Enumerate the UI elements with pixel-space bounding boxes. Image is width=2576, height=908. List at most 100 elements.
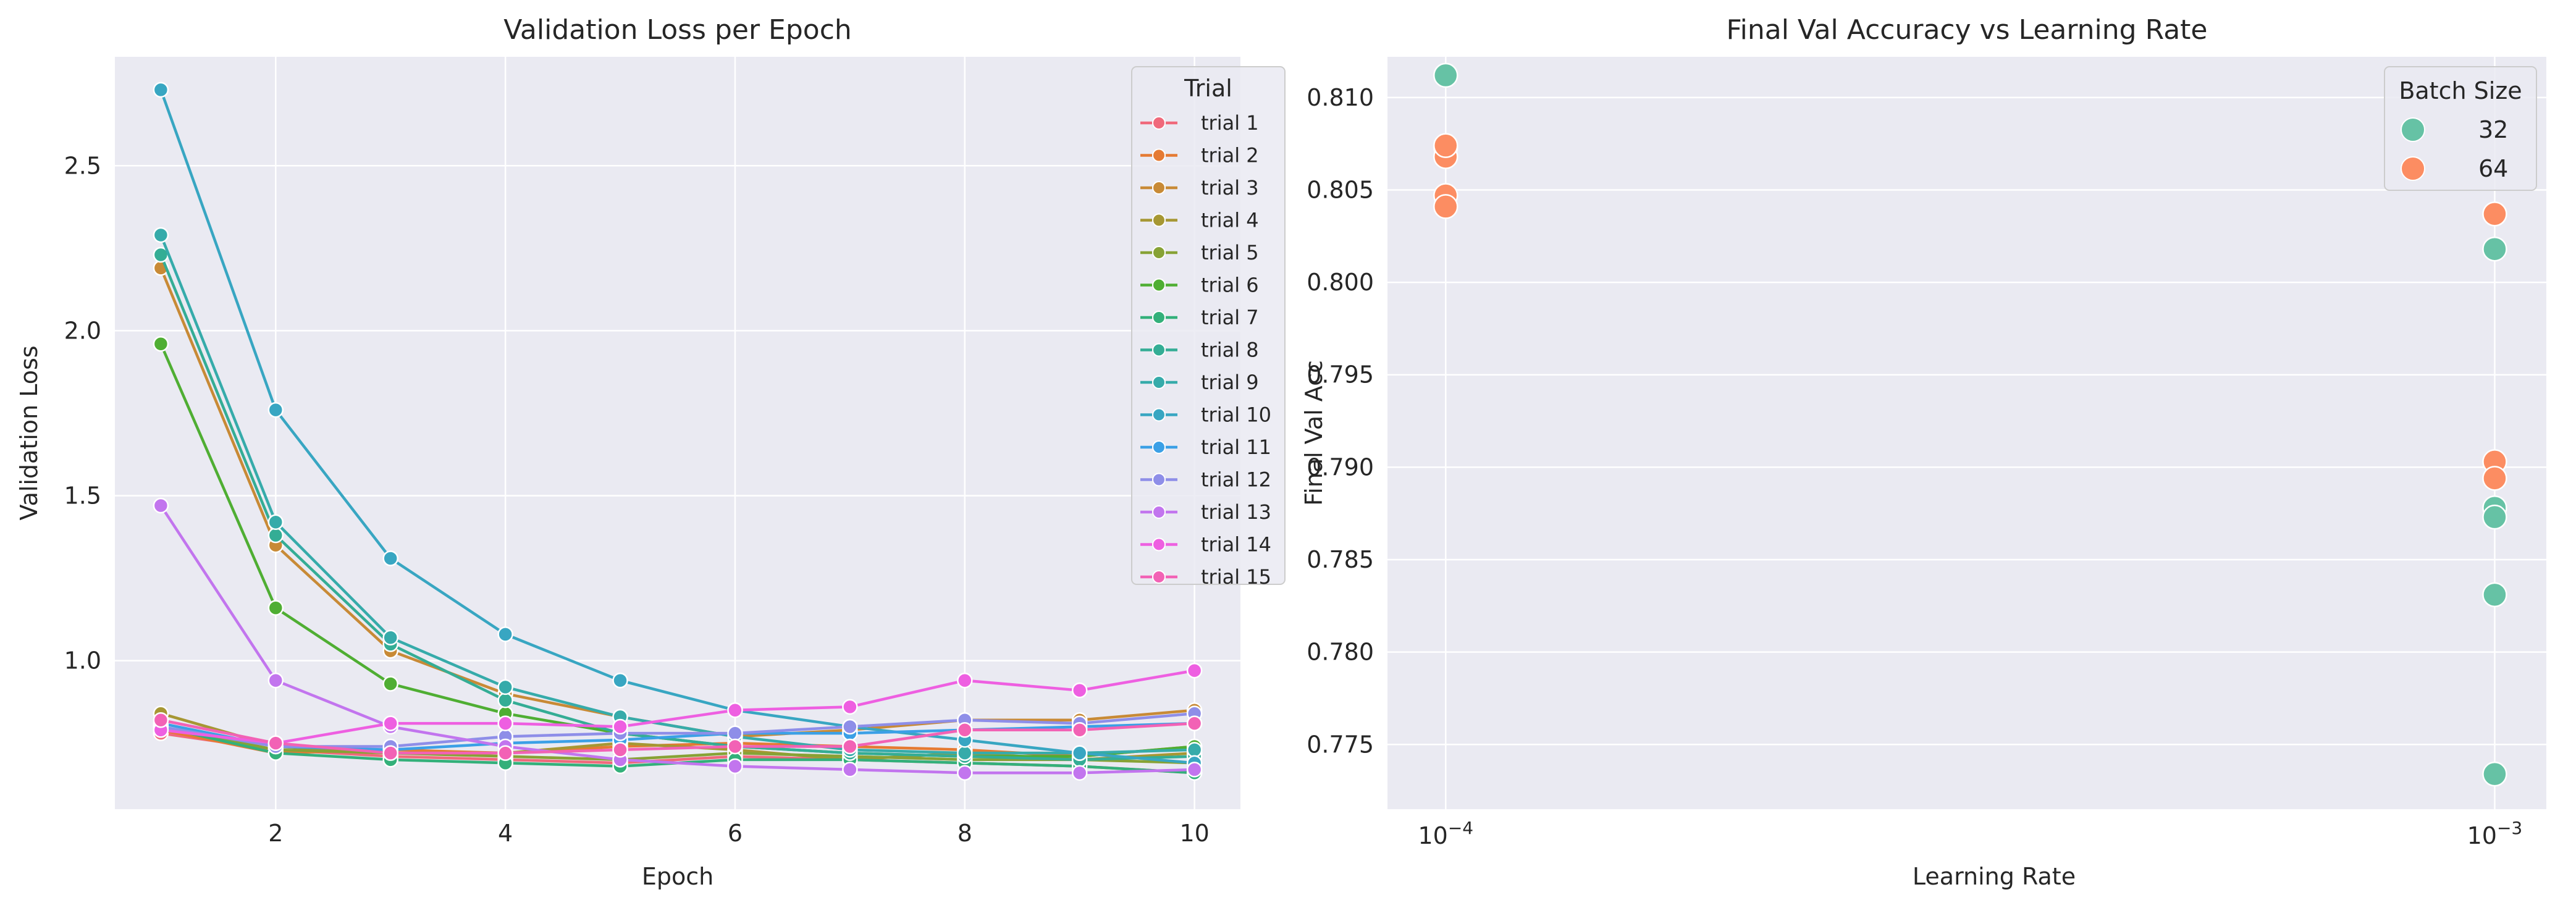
legend-entry: trial 12	[1140, 468, 1271, 492]
x-tick-label: 10−4	[1418, 818, 1473, 849]
data-point	[842, 718, 858, 735]
accuracy-x-axis-label: Learning Rate	[1913, 863, 2076, 890]
series-batch-64	[1433, 133, 2507, 491]
data-point	[957, 765, 973, 781]
loss-legend-box	[1131, 66, 1286, 585]
legend-entry: 32	[2401, 116, 2508, 143]
legend-entry: trial 9	[1140, 371, 1259, 394]
legend-entry: trial 5	[1140, 241, 1259, 264]
legend-entry: trial 3	[1140, 176, 1259, 200]
data-point	[267, 672, 284, 689]
legend-label: trial 1	[1201, 111, 1259, 135]
legend-marker	[1152, 473, 1166, 487]
data-point	[497, 626, 513, 642]
data-point	[727, 738, 743, 755]
y-tick-label: 0.800	[1307, 269, 1374, 296]
scatter-point	[2482, 504, 2507, 530]
accuracy-y-axis-label: Final Val Acc	[1300, 360, 1328, 506]
data-point	[612, 742, 628, 758]
accuracy-chart: 10−4 10−3 0.775 0.780 0.785 0.790 0.795 0.800 0.…	[1300, 14, 2546, 890]
legend-marker	[1152, 570, 1166, 584]
loss-chart: 2 4 6 8 10 1.0 1.5 2.0 2.5 Validation Loss per E…	[15, 14, 1286, 890]
legend-entry: 64	[2401, 155, 2508, 182]
series-trial-15	[153, 712, 1203, 761]
data-point	[153, 497, 169, 514]
data-point	[1071, 765, 1088, 781]
series-line	[160, 725, 1195, 765]
data-point	[1186, 715, 1203, 731]
legend-entry: trial 15	[1140, 565, 1271, 589]
data-point	[957, 722, 973, 738]
legend-marker	[1152, 408, 1166, 422]
data-point	[957, 672, 973, 689]
legend-label: trial 14	[1201, 533, 1271, 557]
y-tick-label: 0.775	[1307, 731, 1374, 758]
legend-entry: trial 14	[1140, 533, 1271, 557]
data-point	[497, 692, 513, 708]
data-point	[267, 735, 284, 751]
legend-label: trial 5	[1201, 241, 1259, 264]
data-point	[267, 401, 284, 418]
data-point	[1186, 742, 1203, 758]
y-tick-label: 0.810	[1307, 84, 1374, 111]
accuracy-chart-title: Final Val Accuracy vs Learning Rate	[1727, 14, 2208, 46]
data-point	[382, 550, 398, 566]
data-point	[727, 702, 743, 718]
loss-tick-labels: 2 4 6 8 10 1.0 1.5 2.0 2.5	[64, 152, 1210, 847]
legend-marker	[1152, 213, 1166, 227]
series-line	[160, 712, 1195, 748]
scatter-point	[1433, 133, 1458, 158]
legend-marker	[2401, 117, 2425, 142]
data-point	[1071, 722, 1088, 738]
x-tick-label: 10−3	[2467, 818, 2523, 849]
legend-marker	[1152, 537, 1166, 552]
y-tick-label: 0.805	[1307, 176, 1374, 203]
data-point	[612, 718, 628, 735]
y-tick-label: 2.0	[64, 317, 101, 344]
legend-marker	[1152, 278, 1166, 292]
legend-label: 32	[2478, 116, 2508, 143]
data-point	[153, 336, 169, 352]
x-tick-label: 6	[728, 820, 743, 847]
data-point	[727, 758, 743, 775]
legend-label: trial 6	[1201, 274, 1259, 297]
x-tick-label: 8	[958, 820, 972, 847]
data-point	[1071, 745, 1088, 761]
data-point	[267, 527, 284, 544]
series-line	[159, 234, 1195, 755]
scatter-point	[1433, 194, 1458, 219]
data-point	[1186, 762, 1203, 778]
data-point	[497, 745, 513, 761]
legend-entry: trial 10	[1140, 403, 1271, 427]
legend-marker	[1152, 505, 1166, 519]
loss-y-axis-label: Validation Loss	[15, 345, 43, 520]
legend-label: trial 8	[1201, 338, 1259, 362]
loss-legend-items: trial 1 trial 2 trial 3 trial 4 trial 5 trial…	[1140, 111, 1271, 589]
data-point	[612, 672, 628, 689]
data-point	[957, 745, 973, 761]
scatter-point	[2482, 201, 2507, 227]
data-point	[153, 82, 169, 98]
scatter-point	[2482, 582, 2507, 608]
x-tick-label: 4	[498, 820, 513, 847]
scatter-point	[2482, 761, 2507, 787]
y-tick-label: 0.780	[1307, 639, 1374, 666]
legend-marker	[1152, 181, 1166, 195]
accuracy-points	[1433, 62, 2507, 787]
legend-marker	[1152, 376, 1166, 389]
series-line	[160, 718, 1195, 755]
data-point	[153, 227, 169, 243]
loss-plot-area	[115, 57, 1240, 809]
legend-entry: trial 6	[1140, 274, 1259, 297]
legend-marker	[1152, 343, 1166, 357]
legend-entry: trial 11	[1140, 435, 1271, 459]
data-point	[382, 676, 398, 692]
legend-entry: trial 8	[1140, 338, 1259, 362]
series-line	[159, 505, 1195, 775]
y-tick-label: 0.790	[1307, 453, 1374, 481]
loss-legend-title: Trial	[1184, 75, 1232, 102]
series-trial-14	[153, 662, 1203, 751]
